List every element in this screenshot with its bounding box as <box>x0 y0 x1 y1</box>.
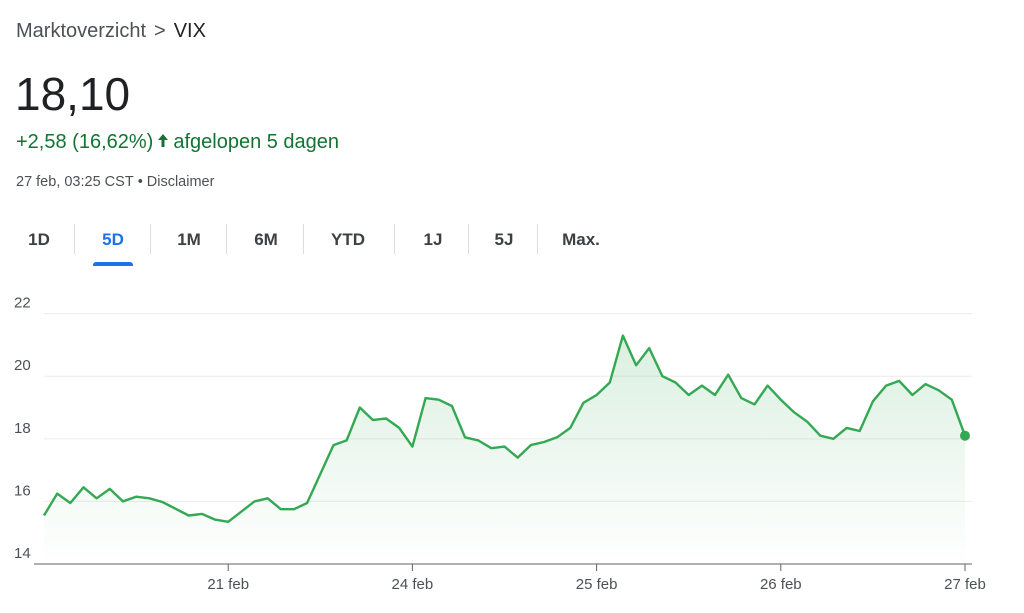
last-price-marker <box>960 430 970 441</box>
change-value: +2,58 (16,62%) <box>16 131 154 153</box>
tab-divider <box>303 224 304 254</box>
active-tab-indicator <box>93 262 133 266</box>
breadcrumb: Marktoverzicht > VIX <box>16 20 206 43</box>
y-tick-label: 22 <box>14 295 31 312</box>
tab-divider <box>74 224 75 254</box>
tab-6m[interactable]: 6M <box>254 230 278 249</box>
tab-divider <box>468 224 469 254</box>
breadcrumb-separator: > <box>154 20 166 42</box>
y-tick-label: 18 <box>14 420 31 437</box>
tab-divider <box>537 224 538 254</box>
tab-divider <box>150 224 151 254</box>
tab-1j[interactable]: 1J <box>423 230 443 249</box>
quote-timestamp: 27 feb, 03:25 CST • Disclaimer <box>16 174 214 190</box>
x-tick-label: 21 feb <box>207 576 249 593</box>
x-tick-label: 24 feb <box>392 576 434 593</box>
tab-1m[interactable]: 1M <box>177 230 201 249</box>
tab-5j[interactable]: 5J <box>494 230 514 249</box>
tab-1d[interactable]: 1D <box>28 230 50 249</box>
tab-5d[interactable]: 5D <box>86 220 140 266</box>
change-period: afgelopen 5 dagen <box>173 131 340 153</box>
price-change: +2,58 (16,62%) afgelopen 5 dagen <box>16 131 339 154</box>
breadcrumb-parent-link[interactable]: Marktoverzicht <box>16 20 147 42</box>
price-area-fill <box>44 335 965 564</box>
price-line <box>42 334 967 523</box>
bullet-separator: • <box>137 174 143 190</box>
tab-divider <box>394 224 395 254</box>
tab-ytd[interactable]: YTD <box>331 230 365 249</box>
breadcrumb-current: VIX <box>173 20 206 42</box>
tab-max[interactable]: Max. <box>562 230 600 249</box>
price-chart[interactable]: 14 16 18 20 22 21 feb 24 feb 25 feb 26 feb 27 feb <box>0 290 1024 613</box>
current-price: 18,10 <box>15 68 131 120</box>
arrow-up-icon <box>157 131 169 154</box>
tab-divider <box>226 224 227 254</box>
y-tick-label: 16 <box>14 482 31 499</box>
y-tick-label: 14 <box>14 545 31 562</box>
x-tick-label: 26 feb <box>760 576 802 593</box>
x-tick-label: 27 feb <box>944 576 986 593</box>
y-tick-label: 20 <box>14 357 31 374</box>
timestamp-text: 27 feb, 03:25 CST <box>16 174 134 190</box>
range-tabs: 1D 5D 1M 6M YTD 1J 5J Max. <box>0 220 640 266</box>
x-tick-label: 25 feb <box>576 576 618 593</box>
disclaimer-link[interactable]: Disclaimer <box>146 174 215 190</box>
